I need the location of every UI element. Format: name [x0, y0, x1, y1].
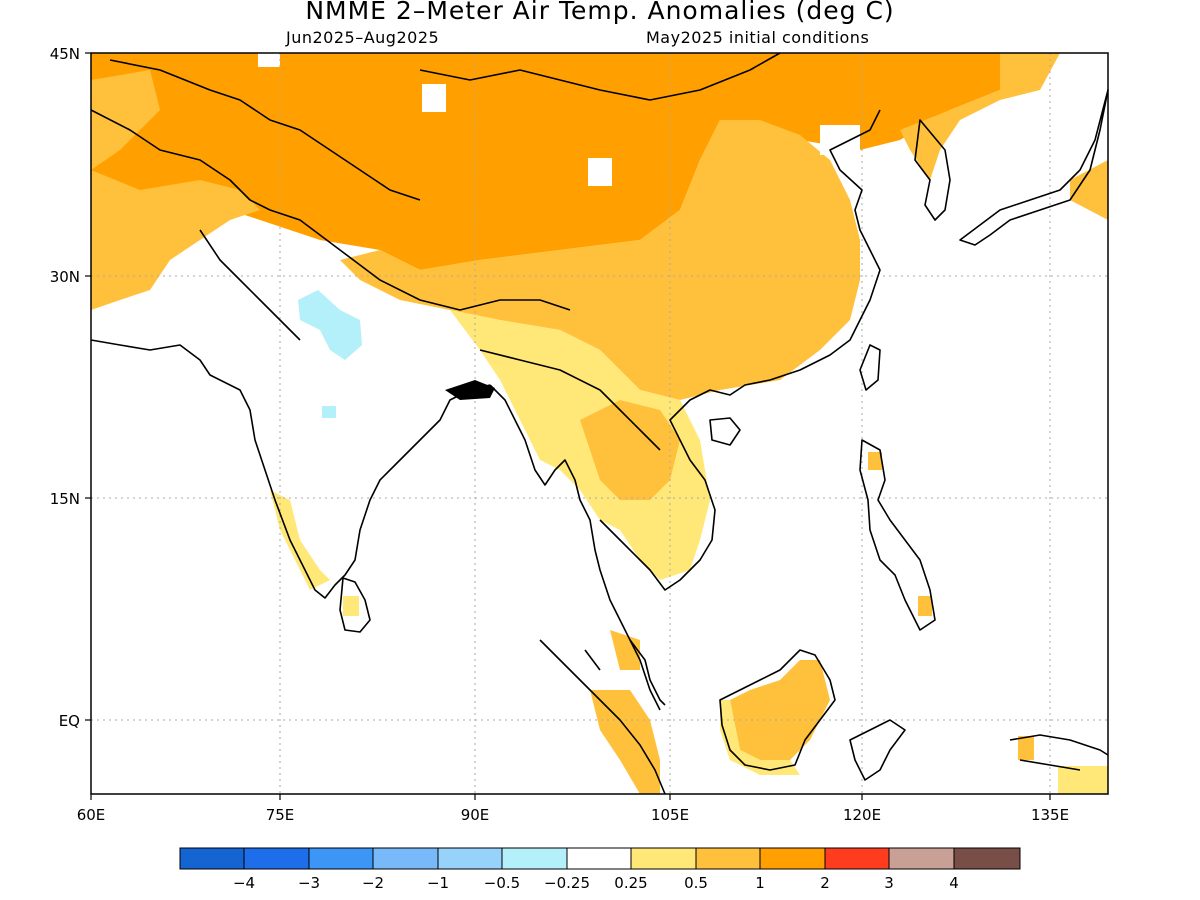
plot-frame	[90, 52, 1109, 795]
colorbar-swatch	[888, 847, 955, 870]
anomaly-gap	[588, 158, 612, 186]
anomaly-region-light	[450, 310, 710, 580]
anomaly-region-warm	[91, 53, 1000, 280]
tick-marks	[85, 52, 1051, 800]
colorbar-swatch	[308, 847, 374, 870]
colorbar-labels: −4 −3 −2 −1 −0.5 −0.25 0.25 0.5 1 2 3 4	[233, 874, 959, 892]
chart-title: NMME 2–Meter Air Temp. Anomalies (deg C)	[305, 0, 895, 25]
anomaly-region-light	[1058, 766, 1108, 794]
colorbar-swatch	[179, 847, 245, 870]
colorbar	[179, 847, 1021, 870]
anomaly-region-moderate	[91, 70, 160, 170]
colorbar-label: −0.5	[484, 874, 520, 892]
colorbar-swatch	[437, 847, 503, 870]
anomaly-region-moderate	[730, 660, 830, 760]
anomaly-region-moderate	[900, 53, 1060, 180]
lon-tick-label: 60E	[77, 806, 106, 824]
anomaly-region-moderate	[1018, 736, 1034, 760]
anomaly-region-moderate	[610, 630, 640, 670]
lat-tick-label: EQ	[59, 712, 80, 730]
anomaly-gap	[258, 53, 280, 67]
colorbar-swatch	[824, 847, 890, 870]
lon-tick-label: 90E	[461, 806, 490, 824]
colorbar-swatch	[566, 847, 632, 870]
anomaly-field	[91, 53, 1108, 794]
colorbar-swatch	[759, 847, 826, 870]
ganges-delta	[445, 380, 495, 400]
anomaly-region-light	[343, 596, 359, 616]
colorbar-swatch	[501, 847, 568, 870]
colorbar-label: 1	[755, 874, 765, 892]
colorbar-label: −3	[298, 874, 320, 892]
anomaly-region-light	[270, 490, 330, 590]
initial-conditions: May2025 initial conditions	[646, 28, 870, 47]
lat-tick-label: 45N	[50, 45, 80, 63]
lon-tick-label: 120E	[843, 806, 881, 824]
colorbar-label: 2	[820, 874, 830, 892]
anomaly-gap	[820, 125, 860, 155]
lon-tick-label: 135E	[1031, 806, 1069, 824]
anomaly-gap	[422, 84, 446, 112]
anomaly-region-cool	[322, 406, 336, 418]
colorbar-label: −4	[233, 874, 255, 892]
colorbar-swatch	[695, 847, 761, 870]
colorbar-label: 3	[884, 874, 894, 892]
colorbar-label: −1	[427, 874, 449, 892]
lat-tick-label: 15N	[50, 490, 80, 508]
forecast-period: Jun2025–Aug2025	[286, 28, 440, 47]
colorbar-swatch	[630, 847, 697, 870]
lon-tick-label: 75E	[266, 806, 295, 824]
anomaly-region-moderate	[91, 170, 260, 310]
lat-tick-label: 30N	[50, 268, 80, 286]
colorbar-swatch	[243, 847, 310, 870]
colorbar-swatch	[953, 847, 1021, 870]
lon-tick-label: 105E	[651, 806, 689, 824]
anomaly-region-light	[720, 700, 800, 775]
anomaly-region-moderate	[580, 400, 680, 500]
anomaly-region-moderate	[590, 690, 660, 794]
colorbar-label: −0.25	[544, 874, 590, 892]
colorbar-label: 0.25	[614, 874, 647, 892]
anomaly-region-moderate	[918, 596, 932, 616]
colorbar-swatch	[372, 847, 439, 870]
anomaly-region-moderate	[1070, 160, 1108, 220]
anomaly-region-moderate	[868, 452, 882, 470]
anomaly-region-cool	[298, 290, 362, 360]
colorbar-label: 0.5	[684, 874, 708, 892]
colorbar-label: −2	[362, 874, 384, 892]
coastlines	[90, 52, 1109, 795]
anomaly-region-moderate	[340, 120, 860, 400]
graticule	[91, 53, 1108, 794]
colorbar-label: 4	[949, 874, 959, 892]
